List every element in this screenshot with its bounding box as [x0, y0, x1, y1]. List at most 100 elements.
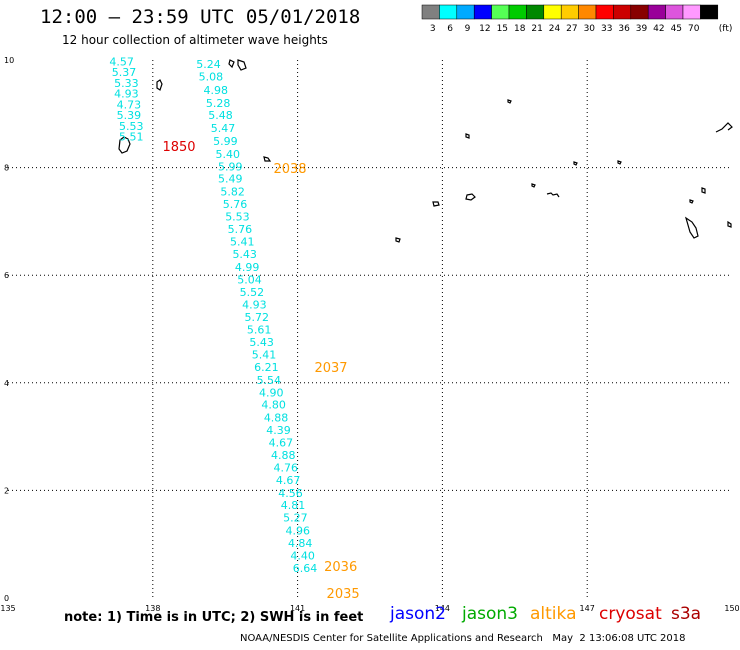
- wave-height-label: 5.39: [117, 109, 142, 122]
- color-scale: 3 6 9 12 15 18 21 24 27 30 33 36 39 42 45 70 (ft): [421, 4, 733, 34]
- footer-note: note: 1) Time is in UTC; 2) SWH is in fe…: [64, 610, 364, 625]
- wave-height-label: 6.64: [293, 562, 318, 575]
- wave-height-label: 4.57: [109, 55, 134, 68]
- scale-bin-16: [700, 4, 719, 20]
- pass-time-labels: 1850 2038 2037 2036 2035: [162, 140, 359, 602]
- scale-bin-12: [630, 4, 649, 20]
- wave-height-label: 5.48: [208, 109, 233, 122]
- pass-time-2038: 2038: [273, 162, 306, 177]
- scale-label-4: 15: [497, 24, 508, 34]
- wave-height-label: 5.41: [230, 236, 255, 249]
- scale-bin-0: [421, 4, 440, 20]
- scale-bin-5: [508, 4, 527, 20]
- map-title: 12:00 – 23:59 UTC 05/01/2018: [40, 6, 361, 28]
- scale-bin-7: [543, 4, 562, 20]
- wave-height-labels: 4.575.375.334.934.735.395.535.515.245.08…: [109, 55, 317, 575]
- satellite-jason2: jason2: [390, 604, 446, 624]
- scale-bin-14: [665, 4, 684, 20]
- wave-height-label: 6.21: [254, 361, 279, 374]
- map-subtitle: 12 hour collection of altimeter wave hei…: [62, 33, 328, 47]
- scale-label-2: 9: [465, 24, 471, 34]
- wave-height-label: 5.47: [211, 122, 236, 135]
- wave-height-label: 5.76: [223, 198, 248, 211]
- wave-height-label: 4.67: [269, 436, 294, 449]
- wave-height-label: 5.76: [228, 223, 253, 236]
- scale-label-6: 21: [531, 24, 542, 34]
- wave-height-label: 5.37: [112, 66, 137, 79]
- wave-height-label: 5.43: [232, 248, 257, 261]
- wave-height-label: 4.88: [264, 412, 289, 425]
- scale-label-10: 33: [601, 24, 612, 34]
- satellite-altika: altika: [530, 604, 577, 624]
- wave-height-label: 4.93: [242, 299, 266, 312]
- wave-height-label: 4.39: [266, 424, 291, 437]
- scale-bin-15: [682, 4, 701, 20]
- scale-unit: (ft): [719, 24, 733, 34]
- wave-height-label: 4.76: [273, 462, 298, 475]
- wave-height-label: 5.33: [114, 77, 139, 90]
- satellite-jason3: jason3: [462, 604, 518, 624]
- wave-height-label: 5.99: [213, 135, 238, 148]
- lat-tick-0: 0: [4, 594, 9, 603]
- map-grid: 135 138 141 144 147 150 0 2 4 6 8 10: [0, 56, 739, 613]
- scale-label-11: 36: [618, 24, 630, 34]
- wave-height-label: 4.40: [290, 549, 315, 562]
- wave-height-label: 4.88: [271, 449, 296, 462]
- wave-height-label: 4.93: [114, 88, 139, 101]
- lat-tick-4: 4: [4, 379, 9, 388]
- wave-height-label: 4.81: [281, 499, 306, 512]
- scale-label-1: 6: [447, 24, 453, 34]
- scale-label-13: 42: [653, 24, 664, 34]
- scale-label-15: 70: [688, 24, 700, 34]
- wave-height-label: 5.24: [196, 58, 221, 71]
- wave-height-label: 5.41: [252, 349, 277, 362]
- wave-height-label: 4.73: [117, 98, 142, 111]
- wave-height-label: 5.72: [245, 311, 269, 324]
- satellite-cryosat: cryosat: [599, 604, 662, 624]
- pass-time-2037: 2037: [314, 361, 347, 376]
- lon-tick-135: 135: [0, 604, 15, 613]
- scale-label-8: 27: [566, 24, 577, 34]
- scale-label-0: 3: [430, 24, 436, 34]
- wave-height-label: 4.84: [288, 537, 313, 550]
- scale-bin-6: [526, 4, 545, 20]
- lat-tick-10: 10: [4, 56, 14, 65]
- wave-height-label: 5.40: [216, 148, 241, 161]
- coastline: [118, 59, 733, 243]
- wave-height-label: 5.52: [240, 286, 265, 299]
- wave-height-label: 5.51: [119, 131, 144, 144]
- lon-tick-150: 150: [724, 604, 739, 613]
- wave-height-label: 5.43: [249, 336, 273, 349]
- pass-time-2035: 2035: [327, 587, 360, 602]
- wave-height-label: 4.67: [276, 474, 301, 487]
- wave-height-label: 4.90: [259, 386, 284, 399]
- wave-height-label: 5.28: [206, 97, 231, 110]
- scale-label-12: 39: [636, 24, 648, 34]
- wave-height-label: 5.53: [119, 120, 144, 133]
- pass-time-1850: 1850: [162, 140, 195, 155]
- scale-bin-2: [456, 4, 475, 20]
- wave-height-label: 4.98: [203, 84, 228, 97]
- wave-height-label: 5.53: [225, 210, 250, 223]
- scale-bin-8: [560, 4, 579, 20]
- credit-line: NOAA/NESDIS Center for Satellite Applica…: [240, 633, 686, 644]
- scale-label-7: 24: [549, 24, 561, 34]
- wave-height-label: 4.56: [278, 487, 303, 500]
- scale-bin-3: [473, 4, 492, 20]
- satellite-s3a: s3a: [671, 604, 702, 624]
- wave-height-label: 4.80: [261, 399, 286, 412]
- scale-bin-10: [595, 4, 614, 20]
- wave-height-label: 5.54: [257, 374, 282, 387]
- scale-label-5: 18: [514, 24, 526, 34]
- scale-bin-13: [647, 4, 666, 20]
- wave-height-label: 5.49: [218, 173, 243, 186]
- lat-tick-2: 2: [4, 486, 9, 495]
- scale-label-14: 45: [671, 24, 682, 34]
- wave-height-label: 5.04: [237, 273, 262, 286]
- wave-height-label: 5.27: [283, 512, 308, 525]
- scale-bin-11: [613, 4, 632, 20]
- wave-height-label: 4.96: [286, 525, 311, 538]
- wave-height-label: 5.08: [199, 70, 224, 83]
- lat-tick-8: 8: [4, 164, 9, 173]
